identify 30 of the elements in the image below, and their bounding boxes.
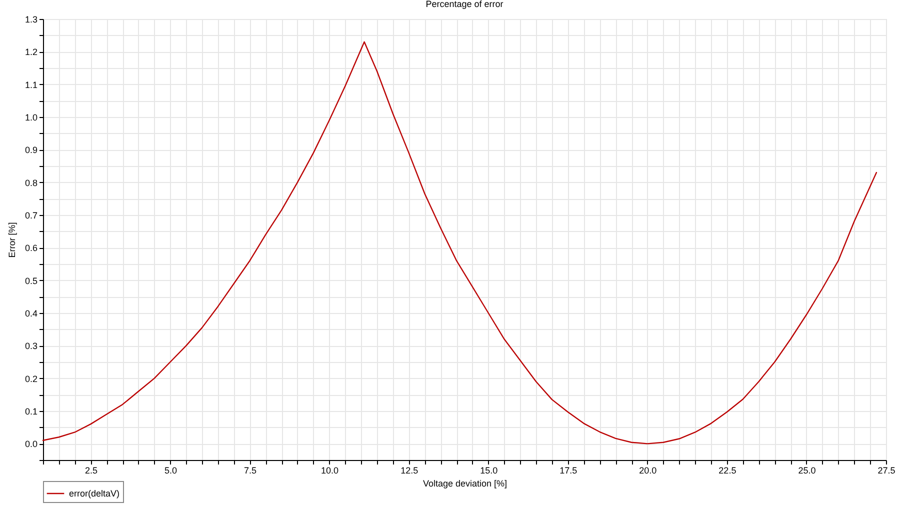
- x-tick-label: 17.5: [560, 466, 578, 476]
- y-tick-label: 0.5: [24, 276, 38, 286]
- x-tick-label: 27.5: [878, 466, 896, 476]
- x-tick-label: 10.0: [321, 466, 339, 476]
- x-axis-title: Voltage deviation [%]: [422, 478, 508, 488]
- y-tick-label: 0.6: [24, 243, 38, 254]
- x-tick-label: 2.5: [84, 466, 98, 476]
- y-tick-label: 0.7: [24, 210, 38, 220]
- x-tick-label: 25.0: [798, 466, 816, 476]
- y-tick-label: 0.9: [24, 145, 38, 156]
- x-tick-label: 5.0: [164, 466, 178, 476]
- y-tick-label: 0.3: [24, 341, 38, 352]
- x-tick-label: 20.0: [639, 466, 657, 476]
- y-tick-label: 0.1: [24, 406, 38, 416]
- y-tick-label: 0.2: [24, 374, 38, 384]
- y-tick-label: 1.0: [24, 112, 38, 122]
- x-tick-label: 15.0: [480, 466, 498, 476]
- line-series: [42, 41, 878, 444]
- y-tick-label: 1.2: [24, 47, 38, 58]
- x-tick-label: 22.5: [718, 466, 736, 476]
- y-tick-label: 0.4: [24, 308, 38, 318]
- y-tick-label: 0.0: [24, 439, 38, 450]
- chart-title: Percentage of error: [426, 0, 504, 9]
- y-axis-title: Error [%]: [6, 222, 17, 258]
- y-tick-label: 1.1: [24, 80, 38, 90]
- x-tick-label: 12.5: [400, 466, 418, 476]
- x-tick-label: 7.5: [244, 466, 257, 476]
- y-tick-label: 1.3: [24, 14, 38, 24]
- y-tick-label: 0.8: [24, 178, 38, 188]
- legend-label: error(deltaV): [69, 488, 120, 498]
